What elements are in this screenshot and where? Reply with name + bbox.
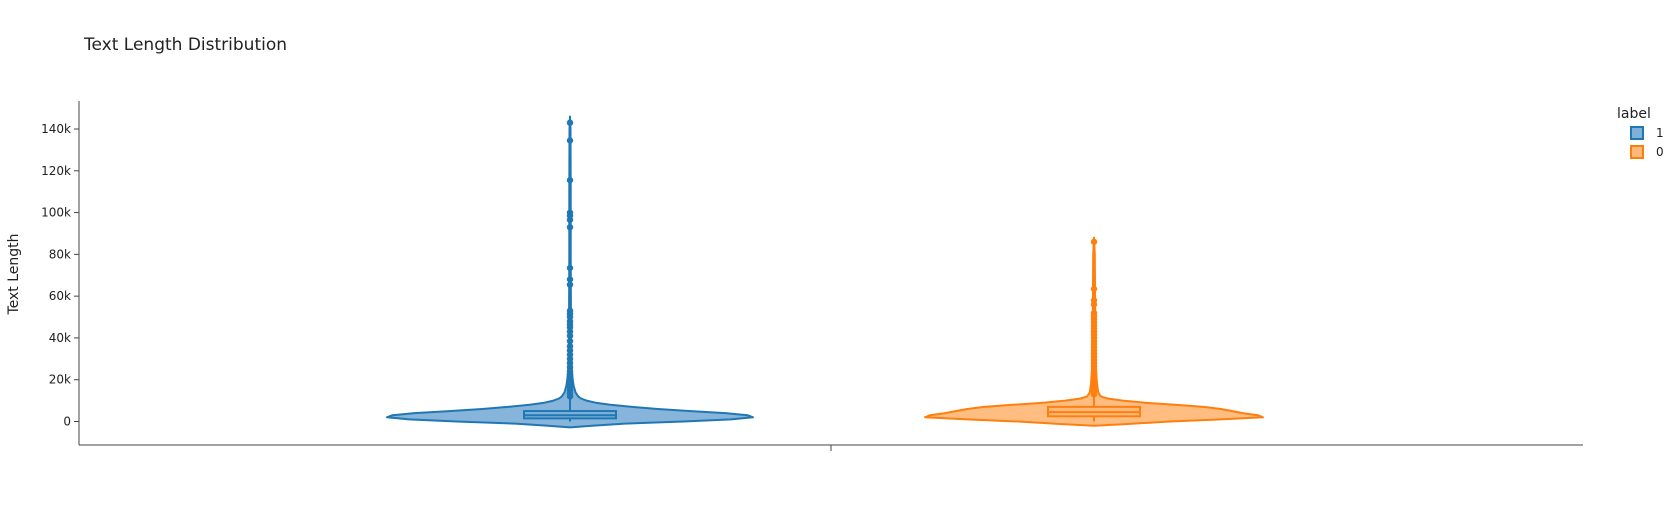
violin-series-1	[386, 115, 754, 429]
outlier-point	[566, 281, 574, 288]
legend[interactable]: label 1 0	[1617, 106, 1664, 159]
y-tick-label: 20k	[49, 373, 71, 387]
legend-item-0[interactable]: 0	[1630, 145, 1664, 159]
y-tick-label: 120k	[41, 164, 71, 178]
outlier-point	[566, 216, 574, 224]
outlier-point	[1090, 285, 1098, 293]
axes: 0 20k 40k 60k 80k 100k 120k 140k	[41, 101, 1583, 451]
y-axis-title: Text Length	[6, 233, 22, 315]
legend-swatch	[1630, 145, 1644, 159]
outlier-point	[566, 264, 574, 272]
legend-item-1[interactable]: 1	[1630, 126, 1664, 140]
outlier-point	[566, 176, 574, 184]
legend-label: 0	[1656, 145, 1664, 159]
legend-label: 1	[1656, 126, 1664, 140]
y-tick-label: 100k	[41, 206, 71, 220]
outlier-point	[566, 137, 574, 144]
outlier-point	[1090, 301, 1098, 308]
outlier-point	[1090, 391, 1098, 398]
legend-swatch	[1630, 126, 1644, 140]
outlier-point	[1090, 238, 1098, 246]
y-tick-label: 60k	[49, 289, 71, 303]
y-tick-label: 80k	[49, 247, 71, 261]
y-tick-label: 0	[63, 415, 71, 429]
violin-series-0	[924, 236, 1264, 427]
outlier-point	[566, 393, 574, 400]
y-tick-label: 140k	[41, 122, 71, 136]
legend-title: label	[1617, 106, 1651, 122]
y-tick-label: 40k	[49, 331, 71, 345]
chart-title: Text Length Distribution	[83, 35, 287, 55]
plot-area	[386, 115, 1264, 429]
outlier-point	[566, 223, 574, 231]
outlier-point	[566, 119, 574, 126]
